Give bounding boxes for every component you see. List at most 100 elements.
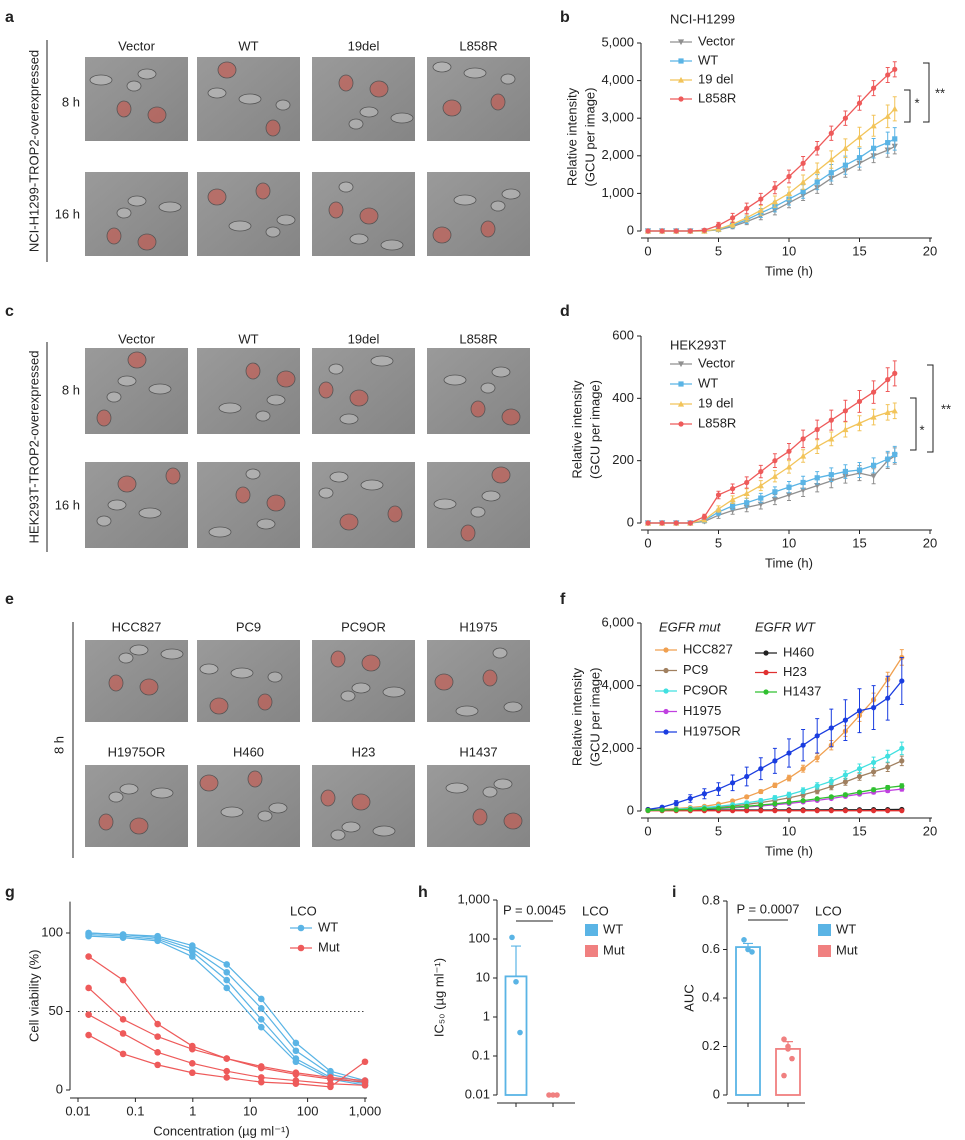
y-tick-label: 4,000 [601,72,634,87]
column-header: WT [238,38,258,53]
marker [785,190,793,196]
legend-marker [663,729,669,735]
marker [771,198,778,205]
data-point [154,1049,161,1056]
legend-label: WT [318,919,338,934]
cell [372,825,396,837]
marker [772,795,778,801]
marker [758,196,764,202]
marker [800,479,806,486]
series-line [648,453,896,524]
panel-label: h [418,884,428,901]
panel-label: a [5,9,14,26]
data-point [188,1060,196,1067]
marker [899,758,905,764]
micrograph [427,462,530,548]
marker [871,759,877,766]
chart-title: NCI-H1299 [670,11,735,26]
legend-marker [678,58,684,64]
data-point [257,1005,265,1012]
marker [744,479,750,486]
column-header: L858R [459,331,497,346]
marker [814,426,820,433]
column-header: PC9 [236,619,261,634]
cell [501,188,521,200]
cell [129,644,149,656]
marker [828,808,834,814]
significance-label: ** [935,85,945,100]
y-axis-title: Relative intensity [564,87,579,186]
y-tick-label: 0 [56,1081,63,1096]
legend-group-title: EGFR mut [659,619,722,634]
marker [828,778,834,784]
cell [266,394,286,406]
cell [387,505,403,523]
micrograph [197,348,300,434]
marker [645,807,651,813]
marker [842,408,849,414]
cell [455,705,479,717]
y-tick-label: 4,000 [601,677,634,692]
panel-label: d [560,303,570,320]
cell [359,207,379,225]
x-axis-title: Time (h) [765,555,813,570]
cell [267,671,283,683]
series-line [648,138,896,232]
marker [814,788,820,794]
data-point [188,953,196,960]
legend-label: WT [603,921,623,936]
cell [98,813,114,831]
data-point [781,1036,787,1043]
legend-marker [677,39,685,46]
data-point [292,1080,300,1088]
y-axis-title: Relative intensity [569,667,584,766]
marker [786,775,792,781]
y-tick-label: 2,000 [601,740,634,755]
y-tick-label: 100 [41,924,63,939]
side-label: NCI-H1299-TROP2-overexpressed [26,50,41,252]
x-tick-label: 5 [715,823,722,838]
x-tick-label: 20 [923,823,937,838]
legend-label: PC9 [683,662,708,677]
marker [743,490,750,496]
cell [390,112,414,124]
cell [481,490,501,502]
legend-label: Mut [318,939,340,954]
cell [361,654,381,672]
y-tick-label: 1,000 [601,185,634,200]
column-header: H1975OR [108,744,166,759]
marker [814,755,820,761]
bar [504,975,528,1096]
marker [800,179,807,185]
micrograph [85,57,188,141]
legend-label: WT [698,375,718,390]
x-tick-label: 10 [243,1103,257,1118]
legend-marker [678,96,684,102]
data-point [327,1067,334,1075]
y-axis-title: IC₅₀ (µg ml⁻¹) [431,958,446,1037]
cell [320,789,336,807]
marker [715,222,722,228]
marker [856,100,863,106]
cell [96,409,112,427]
column-header: 19del [348,38,380,53]
marker [715,492,722,498]
bar [735,946,761,1096]
cell [266,494,286,512]
marker [814,783,820,789]
marker [659,228,665,234]
x-tick-label: 0 [644,243,651,258]
marker [828,130,834,136]
cell [341,821,361,833]
y-tick-label: 0.4 [702,989,720,1004]
cell [330,650,346,668]
cell [257,693,273,711]
p-value: P = 0.0045 [503,902,566,917]
cell [148,383,172,395]
marker [687,795,693,802]
data-point [789,1055,795,1062]
marker [687,806,693,813]
cell [108,791,124,803]
x-tick-label: 20 [923,243,937,258]
legend-marker [663,667,669,674]
